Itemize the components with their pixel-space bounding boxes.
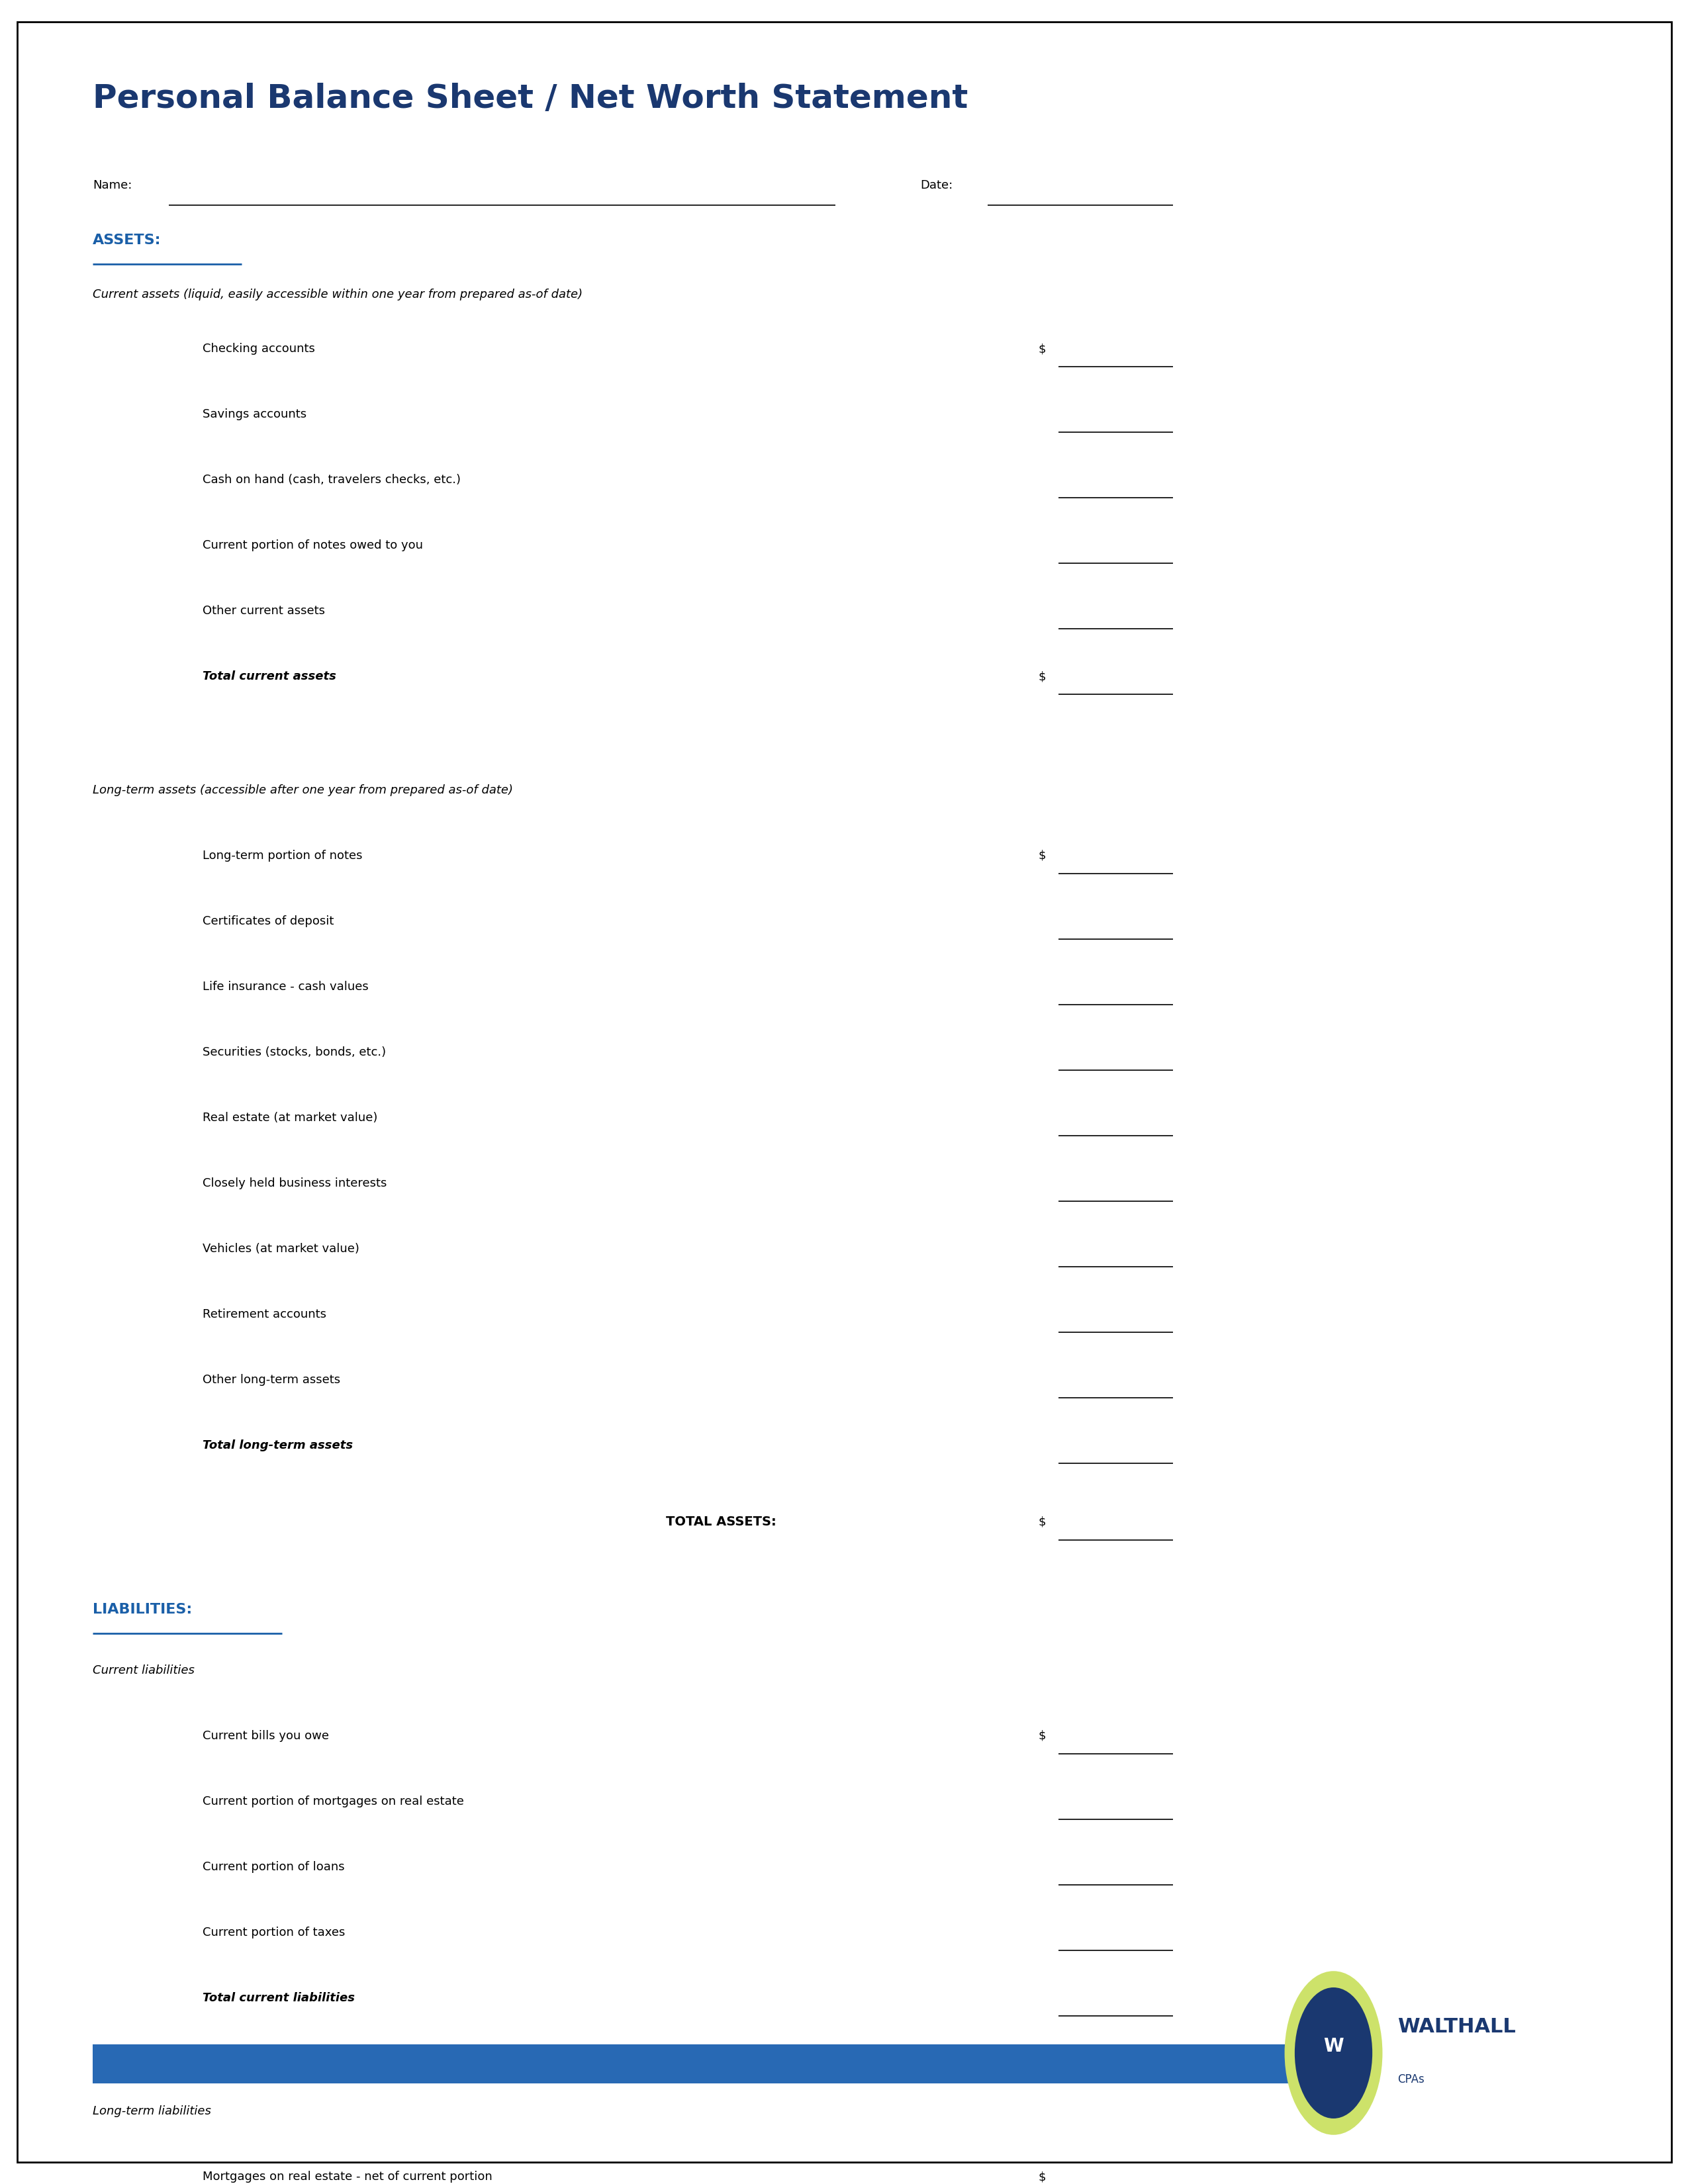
Text: $: $ (1038, 850, 1047, 860)
Text: Closely held business interests: Closely held business interests (203, 1177, 387, 1188)
Text: Savings accounts: Savings accounts (203, 408, 307, 419)
Text: Current portion of taxes: Current portion of taxes (203, 1926, 344, 1937)
Ellipse shape (1285, 1970, 1382, 2136)
Text: ASSETS:: ASSETS: (93, 234, 162, 247)
Text: LIABILITIES:: LIABILITIES: (93, 1603, 192, 1616)
Text: Current portion of mortgages on real estate: Current portion of mortgages on real est… (203, 1795, 464, 1806)
Text: Securities (stocks, bonds, etc.): Securities (stocks, bonds, etc.) (203, 1046, 387, 1057)
Text: $: $ (1038, 343, 1047, 354)
Text: Total current assets: Total current assets (203, 670, 336, 681)
Text: Real estate (at market value): Real estate (at market value) (203, 1112, 378, 1123)
Text: Other long-term assets: Other long-term assets (203, 1374, 341, 1385)
Text: Current bills you owe: Current bills you owe (203, 1730, 329, 1741)
Text: Long-term assets (accessible after one year from prepared as-of date): Long-term assets (accessible after one y… (93, 784, 513, 795)
Text: $: $ (1038, 1516, 1047, 1527)
Text: Current portion of loans: Current portion of loans (203, 1861, 344, 1872)
Text: Name:: Name: (93, 179, 132, 190)
Text: TOTAL ASSETS:: TOTAL ASSETS: (667, 1516, 776, 1529)
Text: Total current liabilities: Total current liabilities (203, 1992, 354, 2003)
Text: Vehicles (at market value): Vehicles (at market value) (203, 1243, 360, 1254)
Text: Long-term liabilities: Long-term liabilities (93, 2105, 211, 2116)
Text: Other current assets: Other current assets (203, 605, 326, 616)
Text: Long-term portion of notes: Long-term portion of notes (203, 850, 363, 860)
Text: Current liabilities: Current liabilities (93, 1664, 194, 1675)
Text: WALTHALL: WALTHALL (1398, 2018, 1516, 2035)
Text: Cash on hand (cash, travelers checks, etc.): Cash on hand (cash, travelers checks, et… (203, 474, 461, 485)
Ellipse shape (1295, 1987, 1372, 2118)
Text: W: W (1323, 2038, 1344, 2055)
Text: $: $ (1038, 2171, 1047, 2182)
Text: CPAs: CPAs (1398, 2073, 1425, 2086)
Text: Personal Balance Sheet / Net Worth Statement: Personal Balance Sheet / Net Worth State… (93, 83, 969, 116)
Text: Current assets (liquid, easily accessible within one year from prepared as-of da: Current assets (liquid, easily accessibl… (93, 288, 582, 299)
Text: Checking accounts: Checking accounts (203, 343, 316, 354)
Text: Life insurance - cash values: Life insurance - cash values (203, 981, 368, 992)
Text: Certificates of deposit: Certificates of deposit (203, 915, 334, 926)
Text: Current portion of notes owed to you: Current portion of notes owed to you (203, 539, 424, 550)
FancyBboxPatch shape (93, 2044, 1317, 2084)
Text: Total long-term assets: Total long-term assets (203, 1439, 353, 1450)
Text: $: $ (1038, 1730, 1047, 1741)
Text: Retirement accounts: Retirement accounts (203, 1308, 326, 1319)
Text: Mortgages on real estate - net of current portion: Mortgages on real estate - net of curren… (203, 2171, 493, 2182)
Text: $: $ (1038, 670, 1047, 681)
Text: Date:: Date: (920, 179, 952, 190)
